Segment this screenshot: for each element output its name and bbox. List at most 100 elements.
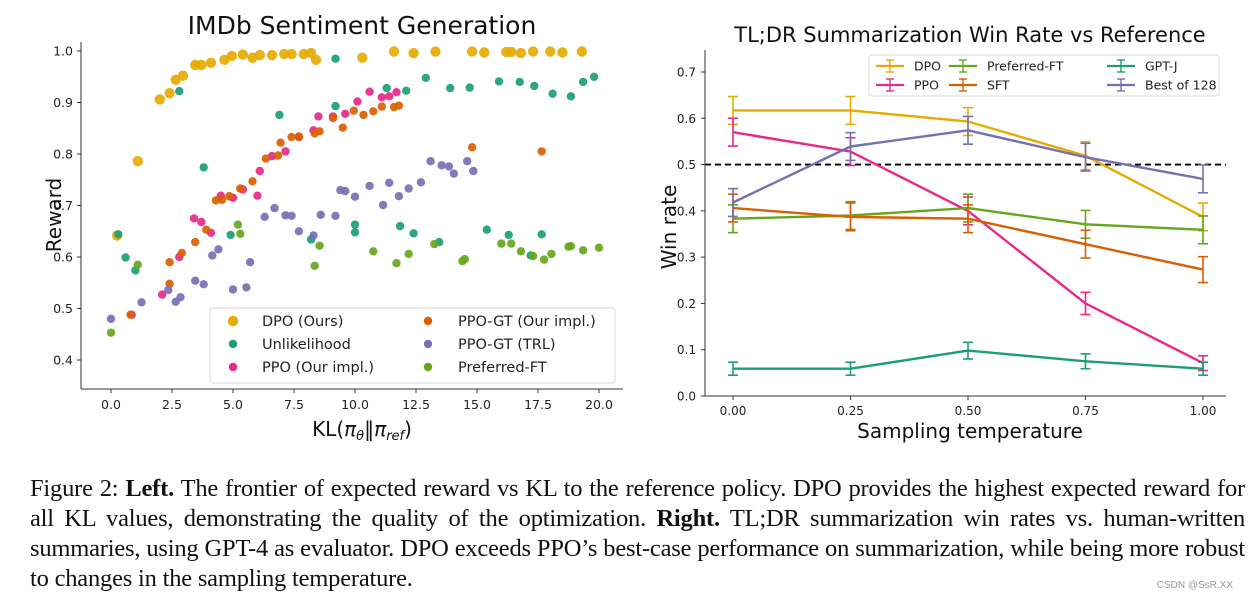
line-series <box>728 95 1208 376</box>
data-point <box>515 47 527 59</box>
data-point <box>176 293 185 302</box>
series-best-of-128 <box>728 115 1208 218</box>
data-point <box>315 241 324 250</box>
data-point <box>191 276 200 285</box>
data-point <box>365 87 374 96</box>
data-point <box>466 46 478 57</box>
data-point <box>106 328 116 337</box>
data-point <box>365 181 374 191</box>
data-point <box>449 169 458 178</box>
chart-title: TL;DR Summarization Win Rate vs Referenc… <box>733 23 1205 47</box>
data-point <box>589 72 599 82</box>
data-point <box>294 227 304 236</box>
legend-label: PPO (Our impl.) <box>262 360 374 376</box>
data-point <box>388 46 400 57</box>
legend-entry-ppo-gt-our-impl: PPO-GT (Our impl.) <box>423 314 596 330</box>
x-tick-label: 2.5 <box>162 397 182 412</box>
x-axis-label: Sampling temperature <box>857 419 1083 443</box>
data-point <box>316 210 325 219</box>
legend-marker <box>423 339 433 349</box>
legend-marker <box>227 315 239 327</box>
data-point <box>202 225 211 234</box>
data-point <box>245 258 255 267</box>
y-tick-label: 0.3 <box>677 251 696 265</box>
data-point <box>578 77 588 87</box>
data-point <box>287 132 296 142</box>
y-tick-label: 0.4 <box>677 204 696 218</box>
data-point <box>341 186 350 196</box>
series-gpt-j <box>728 341 1208 376</box>
data-point <box>254 49 265 61</box>
data-point <box>310 54 322 65</box>
data-point <box>196 59 207 71</box>
y-axis-label: Reward <box>42 178 66 252</box>
data-point <box>467 143 477 152</box>
x-tick-label: 0.00 <box>720 404 747 418</box>
series-ppo <box>728 117 1208 372</box>
data-point <box>315 127 324 136</box>
data-point <box>437 161 446 170</box>
data-point <box>528 251 538 261</box>
legend-marker <box>423 362 433 372</box>
x-tick-label: 7.5 <box>284 397 304 412</box>
legend-label: Best of 128 <box>1145 78 1217 93</box>
data-point <box>341 109 350 119</box>
legend-entry-dpo-ours: DPO (Ours) <box>227 314 343 330</box>
data-point <box>377 93 386 102</box>
x-tick-label: 1.00 <box>1190 404 1217 418</box>
x-tick-label: 15.0 <box>463 397 491 412</box>
data-point <box>537 147 546 156</box>
data-point <box>331 54 340 63</box>
data-point <box>349 106 358 115</box>
data-point <box>164 88 175 99</box>
imdb-scatter-chart: IMDb Sentiment Generation 0.0 2.5 5.0 7.5 10… <box>42 11 623 444</box>
legend-entry-gpt-j: GPT-J <box>1107 59 1178 74</box>
y-tick-label: 0.5 <box>677 158 696 172</box>
data-point <box>385 92 394 101</box>
series-preferred-ft <box>106 220 604 337</box>
data-point <box>504 230 513 240</box>
legend-entry-best-of-128: Best of 128 <box>1107 78 1217 93</box>
data-point <box>557 47 568 58</box>
data-point <box>279 48 290 60</box>
data-point <box>294 132 304 141</box>
legend-entry-ppo: PPO <box>876 78 939 93</box>
data-point <box>369 107 378 116</box>
data-point <box>446 83 455 93</box>
data-point <box>211 196 221 205</box>
data-point <box>548 89 557 98</box>
y-tick-label: 0.6 <box>677 112 696 126</box>
legend-label: PPO-GT (Our impl.) <box>458 314 596 330</box>
data-point <box>482 225 491 234</box>
data-point <box>539 255 549 264</box>
caption-right-heading: Right. <box>656 505 720 532</box>
axes: 0.0 2.5 5.0 7.5 10.0 12.5 15.0 17.5 20.0 0.4 0.5 0.… <box>53 42 623 412</box>
data-point <box>416 178 426 187</box>
x-tick-label: 10.0 <box>341 397 369 412</box>
watermark: CSDN @SsR.XX <box>1156 580 1233 591</box>
x-tick-label: 5.0 <box>223 397 243 412</box>
y-tick-label: 0.6 <box>53 250 73 265</box>
data-point <box>382 83 391 93</box>
data-point <box>276 138 285 147</box>
data-point <box>154 94 165 105</box>
data-point <box>199 280 208 289</box>
data-point <box>430 46 441 57</box>
data-point <box>260 212 269 221</box>
legend-entry-sft: SFT <box>949 78 1010 93</box>
legend-label: Preferred-FT <box>458 360 547 376</box>
data-point <box>331 211 340 220</box>
data-point <box>266 49 278 61</box>
caption-left-text: The frontier of expected reward vs KL to… <box>30 475 1245 532</box>
data-point <box>350 192 360 201</box>
y-tick-label: 0.1 <box>677 343 696 357</box>
y-tick-label: 0.7 <box>677 66 696 80</box>
data-point <box>566 92 576 101</box>
y-tick-label: 0.9 <box>53 95 73 110</box>
data-point <box>350 228 360 237</box>
legend-label: PPO <box>914 78 939 93</box>
data-point <box>426 157 435 166</box>
series-dpo-ours <box>111 46 588 241</box>
caption-label: Figure 2: <box>30 475 119 502</box>
scatter-points <box>106 46 604 337</box>
